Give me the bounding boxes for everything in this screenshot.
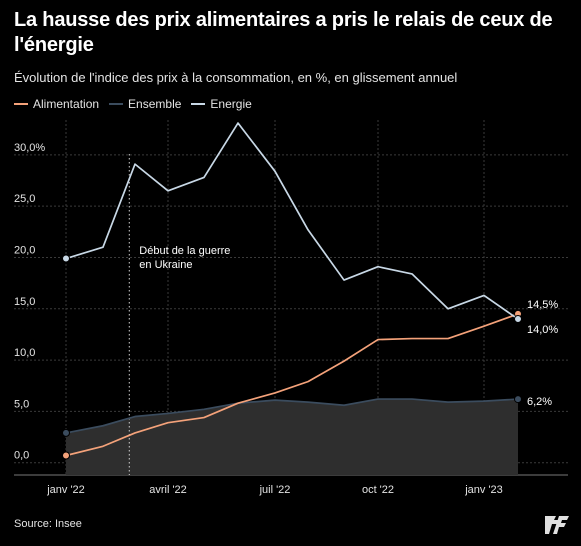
- x-tick-label-1: avril '22: [149, 484, 187, 496]
- publisher-logo-icon: [545, 516, 569, 534]
- x-tick-label-0: janv '22: [46, 484, 85, 496]
- annotation-label-ukraine-war: Début de la guerre en Ukraine: [139, 245, 230, 271]
- data-point-ensemble-0: [62, 428, 70, 437]
- chart-legend: Alimentation Ensemble Energie: [14, 96, 262, 112]
- y-tick-label-6: 30,0%: [14, 142, 45, 154]
- y-tick-label-1: 5,0: [14, 398, 29, 410]
- legend-swatch-alimentation: [14, 103, 28, 105]
- x-tick-label-2: juil '22: [259, 484, 291, 496]
- legend-item-alimentation: Alimentation: [14, 97, 99, 111]
- legend-label-ensemble: Ensemble: [128, 97, 182, 111]
- chart-subtitle: Évolution de l'indice des prix à la cons…: [14, 70, 458, 85]
- end-label-alimentation: 14,5%: [527, 299, 558, 311]
- data-point-ensemble-13: [514, 395, 522, 404]
- y-tick-label-0: 0,0: [14, 450, 29, 462]
- legend-swatch-energie: [191, 103, 206, 105]
- source-note: Source: Insee: [14, 518, 82, 530]
- x-tick-label-3: oct '22: [362, 484, 394, 496]
- legend-label-energie: Energie: [210, 97, 252, 111]
- legend-label-alimentation: Alimentation: [33, 97, 100, 111]
- annotation-line-text-1: en Ukraine: [139, 259, 192, 271]
- series-line-ensemble: [65, 398, 519, 434]
- y-tick-label-3: 15,0: [14, 296, 35, 308]
- area-ensemble: [66, 399, 518, 475]
- legend-item-energie: Energie: [191, 97, 252, 111]
- end-label-ensemble: 6,2%: [527, 396, 552, 408]
- y-tick-label-2: 10,0: [14, 347, 35, 359]
- series-line-energie: [65, 122, 519, 320]
- legend-item-ensemble: Ensemble: [109, 97, 181, 111]
- data-point-energie-0: [62, 254, 70, 263]
- page-title: La hausse des prix alimentaires a pris l…: [14, 9, 553, 56]
- annotation-line-text-0: Début de la guerre: [139, 245, 230, 257]
- x-tick-label-4: janv '23: [464, 484, 503, 496]
- data-point-alimentation-0: [62, 451, 70, 460]
- series-line-alimentation: [65, 313, 519, 457]
- data-point-energie-13: [514, 315, 522, 324]
- end-label-energie: 14,0%: [527, 324, 558, 336]
- y-tick-label-5: 25,0: [14, 193, 35, 205]
- y-tick-label-4: 20,0: [14, 244, 35, 256]
- legend-swatch-ensemble: [109, 103, 124, 105]
